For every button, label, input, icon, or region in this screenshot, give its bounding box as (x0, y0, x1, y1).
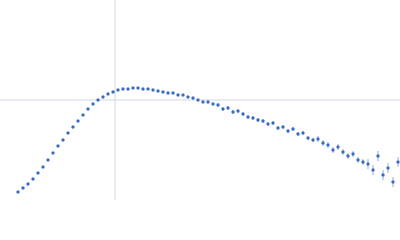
data-point (341, 150, 345, 154)
data-point (131, 86, 135, 90)
data-point (111, 90, 115, 94)
data-point (261, 119, 265, 123)
data-point (96, 98, 100, 102)
data-point (256, 118, 260, 122)
data-point (146, 87, 150, 91)
data-point (281, 125, 285, 129)
data-point (201, 100, 205, 104)
data-point (396, 160, 400, 164)
data-point (246, 115, 250, 119)
data-point (301, 131, 305, 135)
data-point (66, 131, 70, 135)
data-point (296, 132, 300, 136)
data-point (161, 90, 165, 94)
data-point (376, 154, 380, 158)
data-point (21, 186, 25, 190)
data-point (306, 136, 310, 140)
data-point (331, 148, 335, 152)
data-point (361, 160, 365, 164)
data-point (311, 138, 315, 142)
data-point (76, 119, 80, 123)
data-point (91, 102, 95, 106)
data-point (136, 86, 140, 90)
data-point (291, 127, 295, 131)
data-point (236, 109, 240, 113)
data-point (351, 152, 355, 156)
data-point (186, 95, 190, 99)
data-point (391, 180, 395, 184)
data-point (326, 143, 330, 147)
data-point (71, 125, 75, 129)
data-point (366, 162, 370, 166)
data-point (61, 138, 65, 142)
data-point (86, 107, 90, 111)
data-point (386, 166, 390, 170)
data-point (26, 182, 30, 186)
data-point (171, 91, 175, 95)
data-point (151, 88, 155, 92)
data-point (251, 116, 255, 120)
data-point (316, 137, 320, 141)
data-point (156, 89, 160, 93)
data-point (56, 144, 60, 148)
data-point (231, 110, 235, 114)
data-point (36, 171, 40, 175)
data-point (346, 154, 350, 158)
data-point (116, 88, 120, 92)
data-point (241, 112, 245, 116)
data-point (266, 122, 270, 126)
data-point (286, 129, 290, 133)
data-point (41, 165, 45, 169)
chart (0, 0, 400, 200)
data-point (31, 177, 35, 181)
data-point (226, 106, 230, 110)
data-point (211, 102, 215, 106)
data-point (191, 96, 195, 100)
data-point (81, 113, 85, 117)
data-point (216, 103, 220, 107)
data-point (46, 158, 50, 162)
data-point (101, 95, 105, 99)
data-point (321, 141, 325, 145)
data-point (336, 145, 340, 149)
data-point (371, 168, 375, 172)
data-point (221, 107, 225, 111)
data-point (196, 98, 200, 102)
data-point (166, 91, 170, 95)
data-point (176, 93, 180, 97)
data-point (126, 87, 130, 91)
data-point (181, 93, 185, 97)
data-point (276, 126, 280, 130)
data-point (51, 151, 55, 155)
data-point (206, 100, 210, 104)
data-point (106, 92, 110, 96)
data-point (271, 121, 275, 125)
data-point (16, 190, 20, 194)
data-point (121, 87, 125, 91)
data-point (381, 173, 385, 177)
data-point (141, 87, 145, 91)
data-point (356, 158, 360, 162)
